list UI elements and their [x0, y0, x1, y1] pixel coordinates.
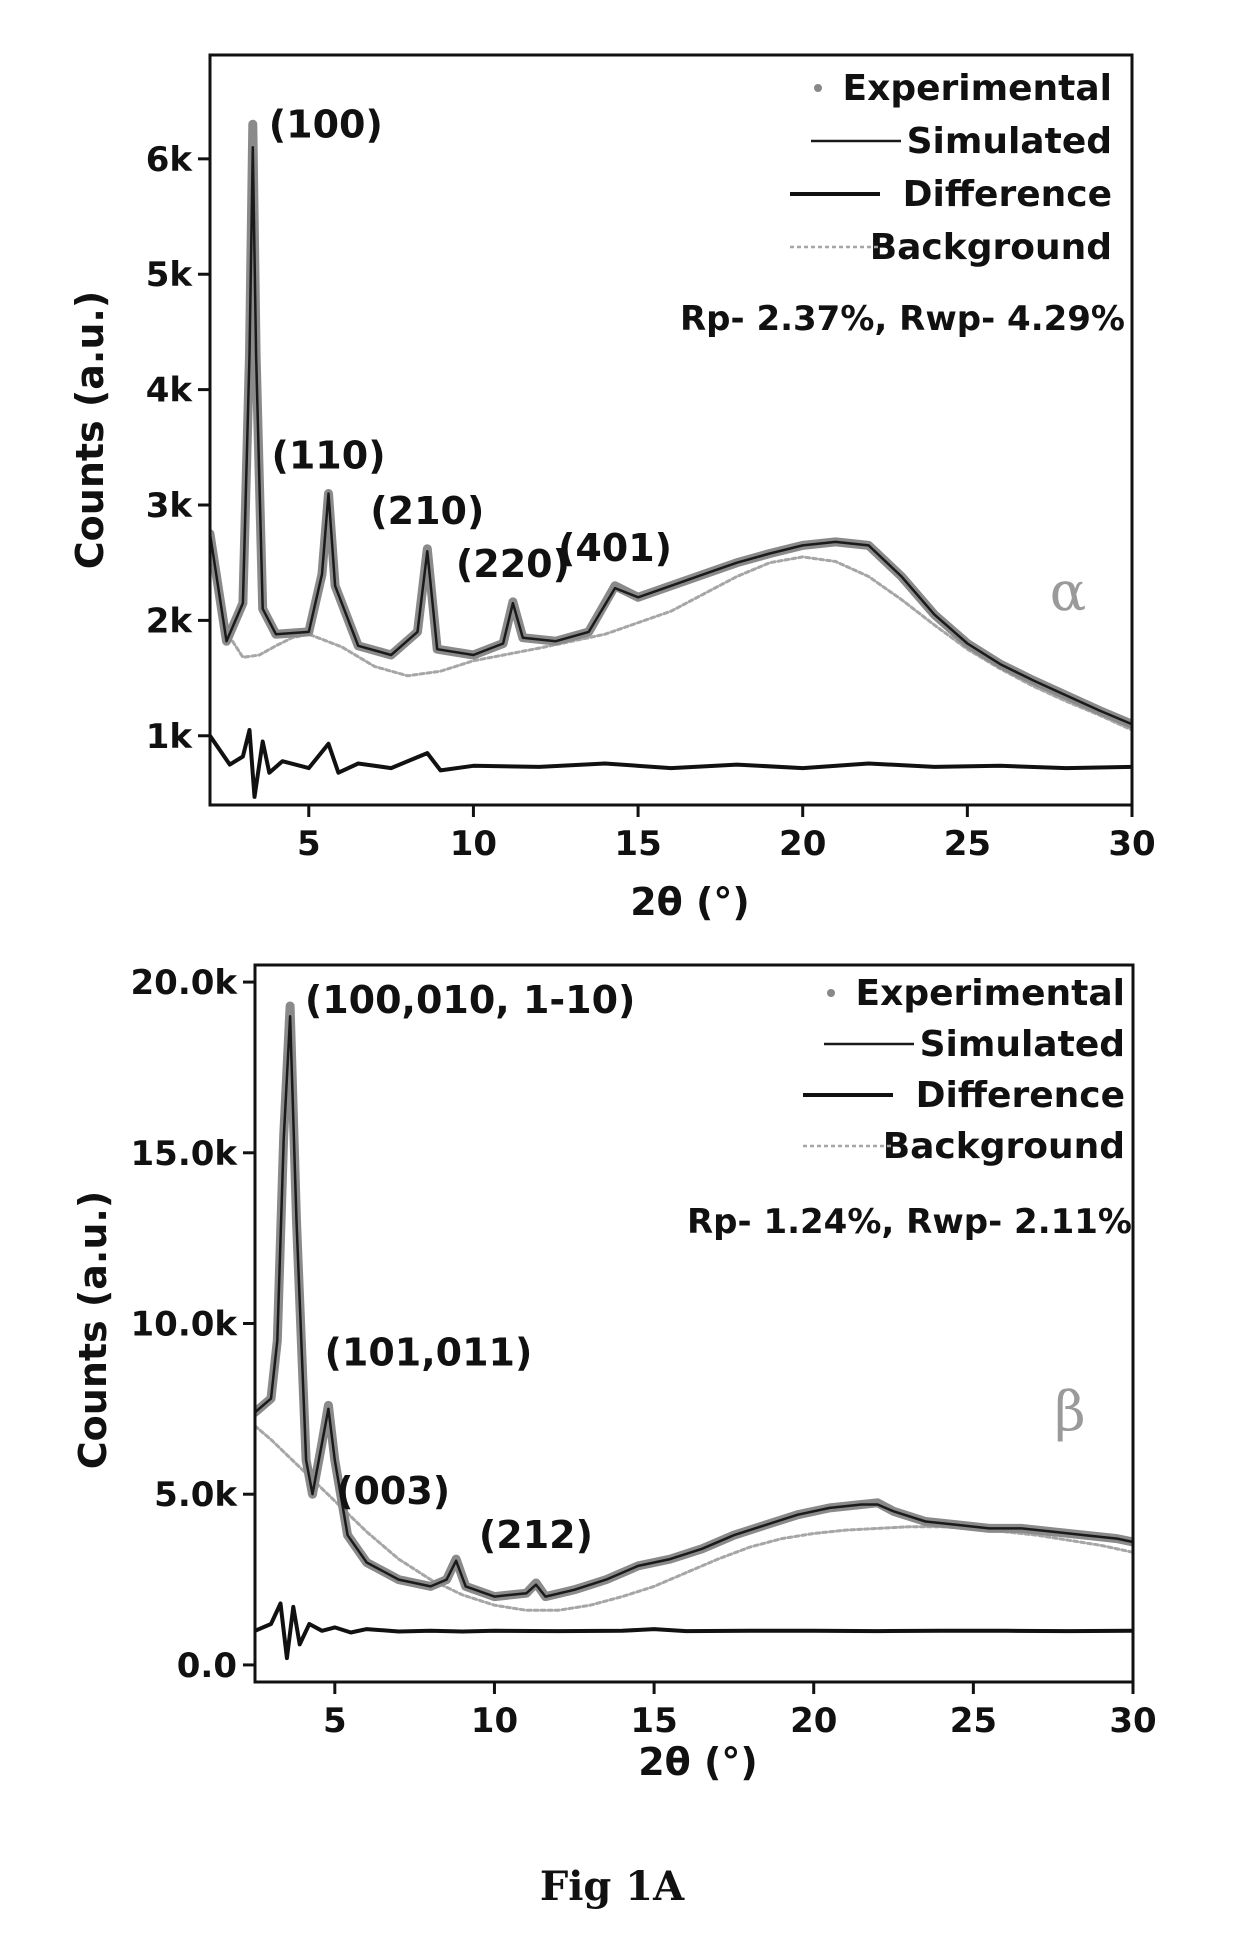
y-tick-label: 0.0 — [177, 1646, 237, 1686]
x-tick-label: 25 — [950, 1701, 997, 1741]
x-tick-label: 30 — [1108, 824, 1155, 864]
peak-label: (401) — [558, 526, 672, 570]
y-axis-title: Counts (a.u.) — [68, 291, 112, 569]
y-tick-label: 5.0k — [154, 1475, 238, 1515]
peak-label: (101,011) — [325, 1330, 533, 1374]
figure-caption: Fig 1A — [540, 1863, 685, 1910]
legend-entry-difference: Difference — [903, 174, 1112, 215]
x-tick-label: 20 — [779, 824, 826, 864]
phase-label: β — [1054, 1380, 1085, 1443]
legend-marker-experimental — [814, 84, 822, 92]
legend-entry-background: Background — [883, 1126, 1125, 1167]
legend-entry-difference: Difference — [916, 1075, 1125, 1116]
peak-label: (110) — [272, 433, 386, 477]
plot-frame — [210, 55, 1132, 805]
x-tick-label: 30 — [1109, 1701, 1156, 1741]
x-axis-title: 2θ (°) — [630, 880, 750, 924]
legend-entry-experimental: Experimental — [856, 973, 1126, 1014]
legend: Experimental Simulated Difference Backgroun… — [790, 68, 1112, 268]
peak-label: (220) — [456, 542, 570, 586]
x-tick-label: 5 — [297, 824, 321, 864]
x-tick-label: 20 — [790, 1701, 837, 1741]
y-tick-label: 20.0k — [131, 963, 239, 1003]
legend-entry-background: Background — [870, 227, 1112, 268]
refinement-stats: Rp- 1.24%, Rwp- 2.11% — [687, 1202, 1132, 1242]
series-difference-line — [210, 730, 1132, 797]
y-tick-label: 6k — [146, 140, 194, 180]
series-background-line — [255, 1426, 1133, 1610]
x-tick-label: 10 — [450, 824, 497, 864]
y-tick-label: 3k — [146, 486, 194, 526]
legend: Experimental Simulated Difference Backgroun… — [803, 973, 1125, 1167]
y-tick-label: 10.0k — [131, 1305, 239, 1345]
x-tick-label: 10 — [471, 1701, 518, 1741]
peak-label: (003) — [336, 1469, 450, 1513]
legend-entry-experimental: Experimental — [843, 68, 1113, 109]
x-tick-label: 15 — [630, 1701, 677, 1741]
series-difference-line — [255, 1604, 1133, 1659]
x-tick-label: 25 — [944, 824, 991, 864]
legend-marker-experimental — [827, 989, 835, 997]
x-tick-label: 15 — [614, 824, 661, 864]
peak-label: (210) — [370, 489, 484, 533]
peak-label: (100,010, 1-10) — [305, 978, 636, 1022]
phase-label: α — [1050, 560, 1086, 623]
peak-label: (212) — [479, 1513, 593, 1557]
peak-label: (100) — [269, 102, 383, 146]
x-axis-title: 2θ (°) — [638, 1740, 758, 1784]
y-tick-label: 2k — [146, 601, 194, 641]
legend-entry-simulated: Simulated — [907, 121, 1112, 162]
y-tick-label: 1k — [146, 717, 194, 757]
panel-alpha: 5 10 15 20 25 30 1k 2k 3k 4k 5k 6k 2θ (°) Counts (a.u… — [68, 55, 1156, 924]
y-axis-title: Counts (a.u.) — [71, 1191, 115, 1469]
refinement-stats: Rp- 2.37%, Rwp- 4.29% — [680, 299, 1125, 339]
y-tick-label: 15.0k — [131, 1134, 239, 1174]
figure: 5 10 15 20 25 30 1k 2k 3k 4k 5k 6k 2θ (°) Counts (a.u… — [0, 0, 1245, 1951]
y-tick-label: 5k — [146, 255, 194, 295]
legend-entry-simulated: Simulated — [920, 1024, 1125, 1065]
x-tick-label: 5 — [323, 1701, 347, 1741]
y-tick-label: 4k — [146, 371, 194, 411]
panel-beta: 5 10 15 20 25 30 0.0 5.0k 10.0k 15.0k 20.0k 2θ (°) C… — [71, 963, 1157, 1784]
